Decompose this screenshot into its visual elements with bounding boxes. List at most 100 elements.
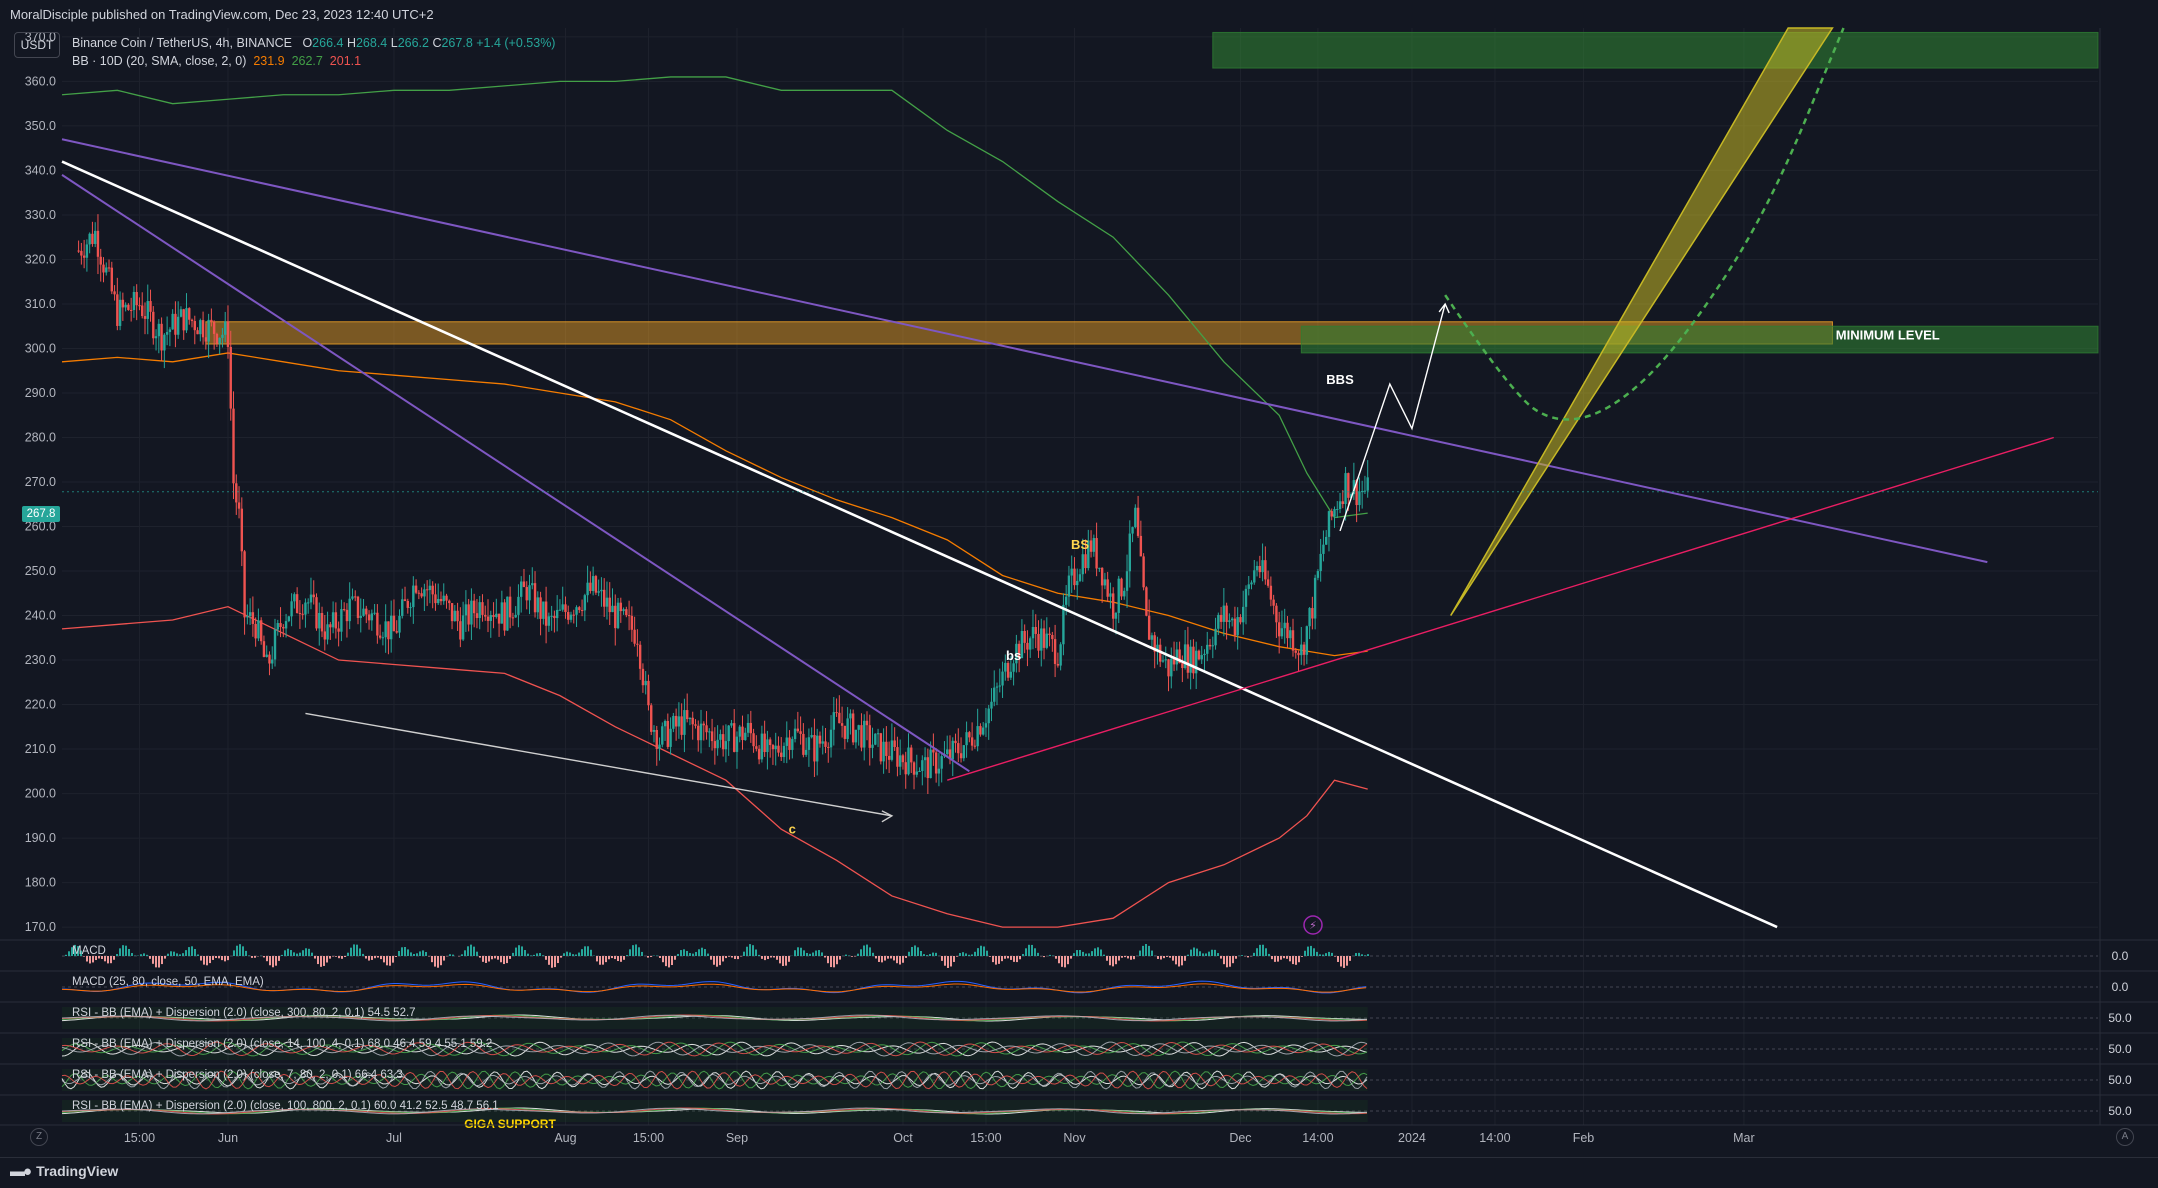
currency-button[interactable]: USDT — [14, 32, 60, 58]
candle-body — [1082, 554, 1084, 574]
macd-hist-bar — [434, 956, 436, 967]
macd-hist-bar — [581, 949, 583, 956]
macd-hist-bar — [332, 956, 334, 957]
macd-hist-bar — [512, 953, 514, 956]
candle-body — [274, 630, 276, 660]
macd-hist-bar — [1310, 946, 1312, 956]
macd-hist-bar — [695, 952, 697, 956]
candle-body — [642, 669, 644, 685]
macd-hist-bar — [896, 956, 898, 963]
candle-body — [221, 335, 223, 338]
candle-body — [999, 686, 1001, 687]
macd-hist-bar — [1187, 955, 1189, 956]
symbol-description[interactable]: Binance Coin / TetherUS, 4h, BINANCE — [72, 36, 292, 50]
macd-hist-bar — [734, 956, 736, 959]
candle-body — [1120, 579, 1122, 597]
candle-body — [639, 645, 641, 669]
macd-hist-bar — [722, 956, 724, 961]
candle-body — [1129, 534, 1131, 572]
macd-hist-bar — [482, 956, 484, 962]
macd-hist-bar — [641, 952, 643, 956]
candle-body — [1071, 569, 1073, 576]
candle-body — [288, 616, 290, 621]
candle-body — [553, 616, 555, 618]
candle-body — [177, 317, 179, 335]
candle-body — [127, 305, 129, 310]
bb-upper-value: 262.7 — [292, 54, 323, 68]
candle-body — [736, 737, 738, 752]
macd-hist-bar — [668, 956, 670, 967]
macd-hist-bar — [362, 954, 364, 956]
macd-hist-bar — [467, 946, 469, 956]
macd-hist-bar — [113, 956, 115, 960]
candle-body — [122, 300, 124, 308]
candle-body — [1206, 645, 1208, 654]
macd-hist-bar — [521, 946, 523, 956]
chart-annotation: bs — [1006, 648, 1021, 663]
candle-body — [985, 723, 987, 727]
candle-body — [963, 745, 965, 758]
candle-body — [254, 624, 256, 638]
macd-hist-bar — [1325, 953, 1327, 956]
candle-body — [570, 615, 572, 620]
candle-body — [412, 586, 414, 608]
macd-hist-bar — [947, 956, 949, 968]
bb-label[interactable]: BB · 10D (20, SMA, close, 2, 0) — [72, 54, 246, 68]
pane-label: RSI - BB (EMA) + Dispersion (2.0) (close… — [72, 1069, 403, 1081]
price-tick-label: 360.0 — [25, 74, 56, 88]
candle-body — [1035, 627, 1037, 634]
candle-body — [116, 294, 118, 326]
macd-hist-bar — [218, 956, 220, 958]
candle-body — [1026, 643, 1028, 650]
candle-body — [310, 595, 312, 603]
pane-label: RSI - BB (EMA) + Dispersion (2.0) (close… — [72, 1007, 416, 1019]
macd-hist-bar — [623, 956, 625, 960]
candle-body — [86, 244, 88, 257]
macd-hist-bar — [992, 956, 994, 962]
candle-body — [1023, 631, 1025, 643]
candle-body — [578, 607, 580, 610]
macd-hist-bar — [425, 952, 427, 956]
candle-body — [905, 762, 907, 774]
candle-body — [913, 762, 915, 774]
tradingview-logo[interactable]: ▬●TradingView — [10, 1163, 118, 1180]
macd-hist-bar — [431, 956, 433, 962]
candle-body — [454, 611, 456, 621]
z-button[interactable]: Z — [30, 1128, 48, 1146]
macd-hist-bar — [632, 945, 634, 956]
candle-body — [191, 320, 193, 321]
macd-hist-bar — [251, 956, 253, 958]
macd-hist-bar — [1235, 956, 1237, 959]
macd-hist-bar — [464, 950, 466, 956]
candle-body — [788, 738, 790, 750]
macd-hist-bar — [506, 956, 508, 963]
candle-body — [550, 616, 552, 617]
candle-body — [741, 727, 743, 740]
candle-body — [697, 726, 699, 740]
macd-hist-bar — [1028, 945, 1030, 956]
candle-body — [539, 597, 541, 619]
candle-body — [1347, 473, 1349, 498]
macd-hist-bar — [1193, 947, 1195, 956]
candle-body — [1272, 600, 1274, 606]
candle-body — [304, 603, 306, 615]
candle-body — [299, 613, 301, 614]
candle-body — [357, 597, 359, 618]
candle-body — [954, 741, 956, 743]
candle-body — [243, 551, 245, 617]
candle-body — [1112, 593, 1114, 618]
macd-hist-bar — [539, 953, 541, 956]
bb-lower-value: 201.1 — [330, 54, 361, 68]
a-button[interactable]: A — [2116, 1128, 2134, 1146]
macd-hist-bar — [611, 956, 613, 958]
pane-value: 0.0 — [2112, 949, 2129, 963]
time-tick-label: 15:00 — [124, 1131, 155, 1145]
macd-hist-bar — [344, 956, 346, 957]
macd-hist-bar — [476, 952, 478, 956]
candle-body — [976, 726, 978, 746]
candle-body — [1322, 545, 1324, 554]
macd-hist-bar — [323, 956, 325, 966]
macd-hist-bar — [152, 956, 154, 964]
candle-body — [852, 713, 854, 742]
